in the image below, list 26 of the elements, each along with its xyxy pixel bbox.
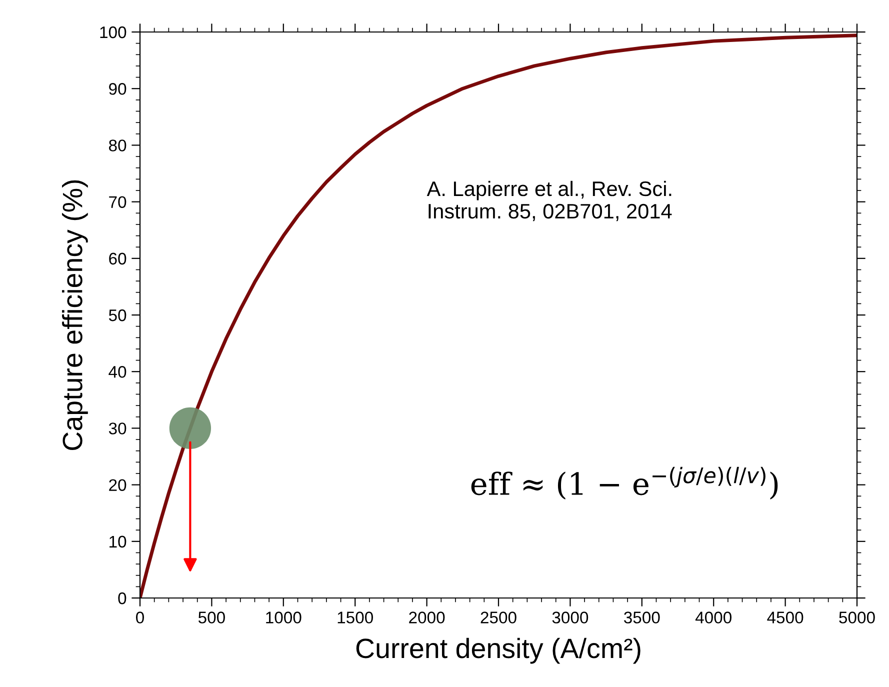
- y-tick-label: 0: [118, 592, 126, 604]
- y-tick-label: 50: [108, 309, 126, 322]
- annotation: A. Lapierre et al., Rev. Sci. Instrum. 85, 02B701, 2014: [426, 180, 672, 222]
- x-tick-label: 3500: [624, 612, 660, 624]
- x-tick-label: 3000: [552, 612, 588, 624]
- x-tick-label: 2000: [409, 612, 445, 624]
- x-tick-label: 4000: [695, 612, 732, 624]
- y-tick-label: 40: [108, 366, 126, 378]
- y-tick-label: 10: [110, 536, 126, 548]
- y-tick-label: 90: [109, 83, 126, 95]
- x-tick-label: 500: [198, 612, 225, 624]
- x-tick-label: 0: [136, 612, 144, 624]
- y-tick-label: 100: [100, 26, 126, 38]
- y-tick-label: 70: [109, 196, 126, 208]
- x-axis-title: Current density (A/cm²): [356, 638, 640, 664]
- x-tick-label: 2500: [480, 612, 516, 624]
- x-tick-label: 1500: [338, 612, 373, 624]
- x-tick-label: 1000: [266, 612, 302, 624]
- y-axis-title: Capture efficiency (%): [62, 180, 88, 450]
- y-tick-label: 20: [109, 479, 126, 492]
- y-tick-label: 80: [108, 140, 126, 152]
- x-tick-label: 4500: [767, 612, 804, 624]
- y-tick-label: 30: [108, 422, 126, 434]
- annotation: eff ≈ (1 − e$^{−(jσ/e)(l/v)}$): [471, 466, 778, 500]
- y-tick-label: 60: [109, 252, 126, 265]
- x-tick-label: 5000: [839, 612, 875, 624]
